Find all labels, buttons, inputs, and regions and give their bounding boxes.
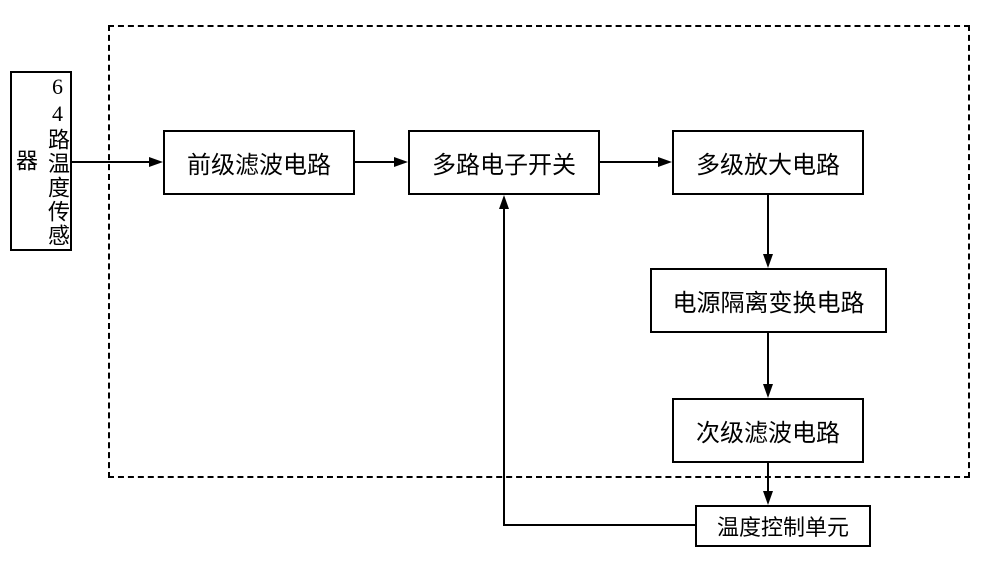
diagram-canvas: 64路温度传感器 前级滤波电路 多路电子开关 多级放大电路 电源隔离变换电路 次… (0, 0, 1000, 566)
node-mux-switch-label: 多路电子开关 (432, 145, 576, 180)
node-sensor: 64路温度传感器 (10, 71, 72, 251)
node-sensor-label: 64路温度传感器 (9, 73, 73, 249)
node-temp-ctrl: 温度控制单元 (695, 505, 871, 547)
node-pre-filter-label: 前级滤波电路 (187, 145, 331, 180)
node-temp-ctrl-label: 温度控制单元 (717, 510, 849, 542)
node-mux-switch: 多路电子开关 (408, 130, 600, 195)
node-power-iso-label: 电源隔离变换电路 (673, 283, 865, 318)
node-sec-filter-label: 次级滤波电路 (696, 413, 840, 448)
node-sec-filter: 次级滤波电路 (672, 398, 864, 463)
node-multi-amp-label: 多级放大电路 (696, 145, 840, 180)
node-multi-amp: 多级放大电路 (672, 130, 864, 195)
node-power-iso: 电源隔离变换电路 (650, 268, 887, 333)
node-pre-filter: 前级滤波电路 (163, 130, 355, 195)
